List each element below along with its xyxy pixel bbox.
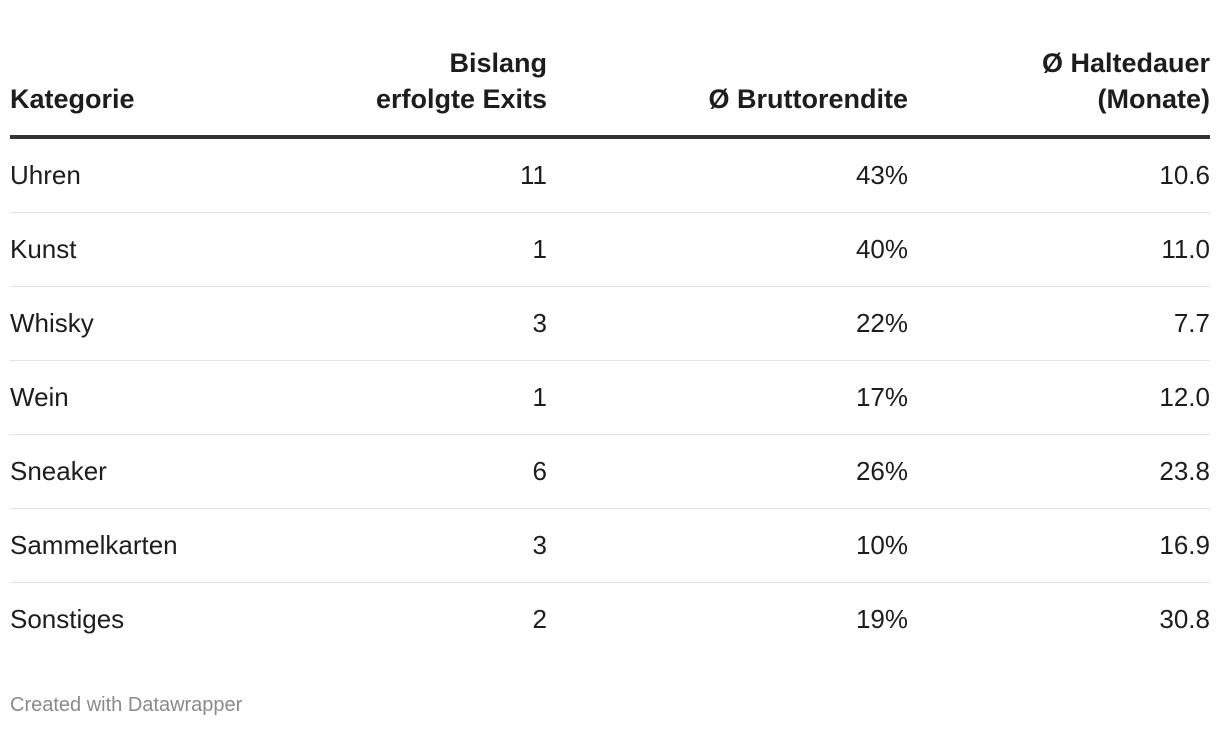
- cell-kategorie: Whisky: [10, 286, 310, 361]
- cell-kategorie: Wein: [10, 360, 310, 435]
- cell-exits: 1: [310, 360, 547, 435]
- data-table-container: Kategorie Bislang erfolgte Exits Ø Brutt…: [10, 45, 1210, 656]
- cell-bruttorendite: 10%: [547, 508, 908, 583]
- header-exits-line2: erfolgte Exits: [375, 84, 547, 114]
- cell-exits: 3: [310, 508, 547, 583]
- cell-haltedauer: 16.9: [908, 508, 1210, 583]
- cell-bruttorendite: 40%: [547, 212, 908, 287]
- table-row: Kunst 1 40% 11.0: [10, 212, 1210, 287]
- cell-exits: 6: [310, 434, 547, 509]
- header-bruttorendite[interactable]: Ø Bruttorendite: [547, 45, 909, 139]
- table-header: Kategorie Bislang erfolgte Exits Ø Brutt…: [10, 45, 1210, 139]
- table-row: Wein 1 17% 12.0: [10, 360, 1210, 435]
- cell-bruttorendite: 19%: [855, 604, 908, 634]
- cell-haltedauer: 7.7: [908, 286, 1210, 361]
- table-row: Sonstiges 2 19% 30.8: [10, 583, 1210, 657]
- cell-kategorie: Uhren: [10, 137, 310, 213]
- cell-haltedauer: 11.0: [908, 212, 1210, 287]
- cell-kategorie: Sammelkarten: [10, 508, 310, 583]
- data-table: Kategorie Bislang erfolgte Exits Ø Brutt…: [10, 45, 1210, 656]
- header-haltedauer-line1: Ø Haltedauer: [1041, 48, 1210, 78]
- cell-bruttorendite: 43%: [547, 137, 908, 213]
- cell-exits: 11: [310, 137, 547, 213]
- cell-bruttorendite: 22%: [547, 286, 908, 361]
- cell-exits: 3: [310, 286, 547, 361]
- header-haltedauer-line2: (Monate): [1097, 84, 1210, 114]
- cell-haltedauer: 10.6: [908, 137, 1210, 213]
- table-row: Sneaker 6 26% 23.8: [10, 434, 1210, 509]
- table-row: Uhren 11 43% 10.6: [10, 137, 1210, 213]
- header-exits-line1: Bislang: [449, 48, 547, 78]
- cell-haltedauer: 30.8: [1159, 604, 1210, 634]
- datawrapper-credit[interactable]: Created with Datawrapper: [10, 694, 243, 716]
- table-row: Sammelkarten 3 10% 16.9: [10, 508, 1210, 583]
- header-kategorie-label: Kategorie: [10, 84, 135, 114]
- header-kategorie[interactable]: Kategorie: [10, 45, 310, 139]
- cell-kategorie: Sneaker: [10, 434, 310, 509]
- header-haltedauer[interactable]: Ø Haltedauer (Monate): [908, 45, 1210, 139]
- cell-bruttorendite: 26%: [547, 434, 908, 509]
- header-exits[interactable]: Bislang erfolgte Exits: [310, 45, 547, 139]
- cell-kategorie: Sonstiges: [10, 604, 125, 634]
- table-row: Whisky 3 22% 7.7: [10, 286, 1210, 361]
- header-row: Kategorie Bislang erfolgte Exits Ø Brutt…: [10, 45, 1210, 139]
- header-bruttorendite-label: Ø Bruttorendite: [708, 84, 909, 114]
- cell-kategorie: Kunst: [10, 212, 310, 287]
- cell-haltedauer: 23.8: [908, 434, 1210, 509]
- cell-exits: 1: [310, 212, 547, 287]
- table-body: Uhren 11 43% 10.6 Kunst 1 40% 11.0 Whisky 3 22% 7.7…: [10, 137, 1210, 656]
- cell-bruttorendite: 17%: [547, 360, 908, 435]
- cell-exits: 2: [532, 604, 547, 634]
- cell-haltedauer: 12.0: [908, 360, 1210, 435]
